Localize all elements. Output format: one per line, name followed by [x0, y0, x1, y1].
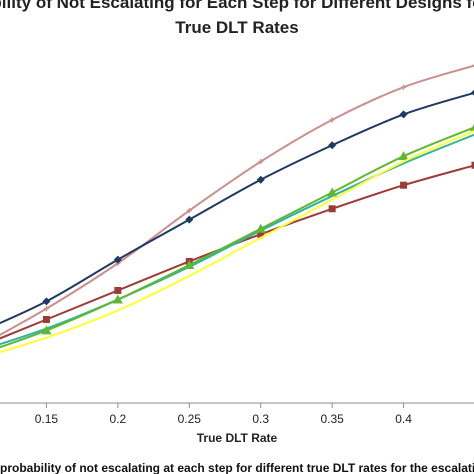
data-point: [185, 215, 194, 224]
data-point: [471, 89, 474, 96]
series-5: [0, 123, 474, 349]
data-point: [42, 297, 51, 306]
data-point: [257, 230, 265, 238]
data-point: [186, 208, 192, 214]
series-3: [0, 161, 474, 340]
series-line: [0, 91, 474, 325]
data-point: [258, 159, 264, 165]
x-ticks: 0.15 0.2 0.25 0.3 0.35 0.4: [35, 403, 412, 426]
series-line: [0, 126, 474, 349]
series-line: [0, 133, 474, 346]
data-point: [328, 141, 337, 150]
data-point: [329, 117, 335, 123]
series-layer: [0, 64, 474, 354]
x-tick-label: 0.35: [320, 412, 344, 426]
data-point: [43, 306, 49, 312]
data-point: [470, 123, 474, 132]
series-line: [0, 64, 474, 336]
x-tick-label: 0.25: [178, 412, 202, 426]
series-4: [0, 133, 474, 346]
data-point: [184, 260, 195, 270]
data-point: [256, 175, 265, 184]
data-point: [41, 325, 52, 335]
data-point: [114, 286, 122, 294]
data-point: [255, 223, 266, 233]
series-line: [0, 130, 474, 354]
data-point: [400, 181, 408, 189]
data-point: [328, 205, 336, 213]
data-point: [471, 161, 474, 169]
series-6: [0, 130, 474, 354]
data-point: [113, 255, 122, 264]
data-point: [401, 84, 407, 90]
x-tick-label: 0.4: [395, 412, 412, 426]
data-point: [112, 294, 123, 304]
figure-caption: probability of not escalating at each st…: [0, 461, 474, 474]
chart-title-line-1: bility of Not Escalating for Each Step f…: [0, 0, 474, 12]
x-tick-label: 0.15: [35, 412, 59, 426]
series-2: [0, 89, 474, 325]
data-point: [42, 316, 50, 324]
chart-title-line-2: True DLT Rates: [175, 18, 298, 37]
data-point: [399, 110, 408, 119]
data-point: [327, 187, 338, 197]
data-point: [398, 151, 409, 161]
series-1: [0, 64, 474, 336]
x-tick-label: 0.2: [110, 412, 127, 426]
x-axis-label: True DLT Rate: [197, 431, 278, 445]
x-tick-label: 0.3: [252, 412, 269, 426]
data-point: [472, 64, 474, 67]
